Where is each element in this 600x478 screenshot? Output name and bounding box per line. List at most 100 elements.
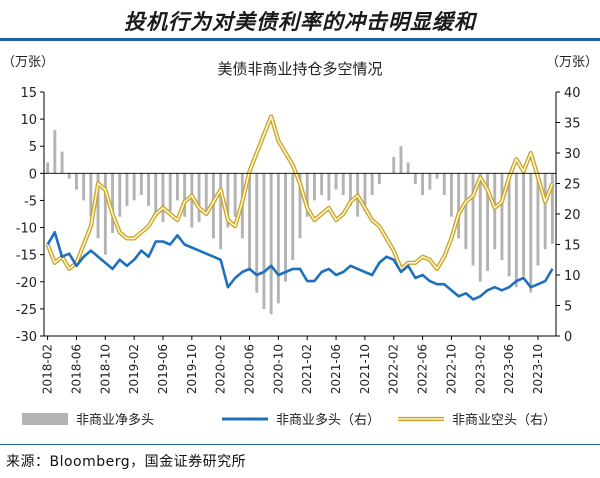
legend-swatch-net <box>22 413 68 425</box>
net-long-bar <box>204 173 208 212</box>
net-long-bar <box>89 173 93 217</box>
net-long-bar <box>529 173 533 293</box>
x-tick-label: 2022-02 <box>387 344 401 394</box>
left-tick-label: -10 <box>16 222 37 237</box>
net-long-bar <box>154 173 158 217</box>
right-tick-label: 20 <box>564 208 581 223</box>
x-tick-label: 2023-06 <box>502 344 516 394</box>
left-tick-label: -20 <box>16 276 37 291</box>
net-long-bar <box>435 173 439 179</box>
net-long-bar <box>457 173 461 239</box>
net-long-bar <box>255 173 259 293</box>
legend-label: 非商业空头（右） <box>452 413 556 428</box>
net-long-bar <box>327 173 331 201</box>
net-long-bar <box>132 173 136 201</box>
x-tick-label: 2020-10 <box>271 344 285 394</box>
net-long-bar <box>291 173 295 261</box>
x-tick-label: 2018-02 <box>41 344 55 394</box>
x-tick-label: 2018-06 <box>70 344 84 394</box>
left-unit-label: （万张） <box>2 55 54 70</box>
net-long-bar <box>96 173 100 239</box>
net-long-bar <box>471 173 475 266</box>
x-tick-label: 2020-06 <box>243 344 257 394</box>
net-long-bar <box>147 173 150 206</box>
net-long-bar <box>370 173 374 195</box>
net-long-bar <box>493 173 497 250</box>
net-long-bar <box>363 173 367 212</box>
right-tick-label: 15 <box>564 239 581 254</box>
net-long-bar <box>486 173 489 271</box>
headline: 投机行为对美债利率的冲击明显缓和 <box>124 10 476 34</box>
net-long-bar <box>349 173 352 206</box>
short-series-line <box>46 115 554 270</box>
net-long-bar <box>442 173 446 195</box>
right-tick-label: 35 <box>564 117 581 132</box>
net-long-bar <box>197 173 201 223</box>
net-long-bar <box>334 173 338 190</box>
net-long-bar <box>53 130 57 174</box>
legend-label: 非商业多头（右） <box>276 412 380 428</box>
net-long-bars <box>46 130 554 315</box>
net-long-bar <box>421 173 424 195</box>
net-long-bar <box>111 173 114 233</box>
net-long-bar <box>428 173 432 190</box>
chart-axes: 15 10 5 0 -5 -10 -15 -20 -25 -30 40 35 30 25 20 15 10 5 0 2… <box>16 86 581 394</box>
net-long-bar <box>464 173 468 250</box>
left-tick-label: 15 <box>20 86 37 101</box>
net-long-bar <box>75 173 78 190</box>
source-note: 来源：Bloomberg，国金证券研究所 <box>6 454 247 470</box>
right-unit-label: （万张） <box>546 55 598 70</box>
net-long-bar <box>139 173 143 195</box>
right-tick-label: 25 <box>564 178 581 193</box>
x-tick-label: 2021-10 <box>358 344 372 394</box>
left-tick-label: -25 <box>16 303 37 318</box>
net-long-bar <box>399 146 403 174</box>
x-tick-label: 2019-06 <box>156 344 170 394</box>
right-tick-label: 5 <box>564 300 572 315</box>
left-tick-label: -5 <box>24 194 37 209</box>
net-long-bar <box>60 151 64 174</box>
net-long-bar <box>226 173 230 228</box>
right-tick-label: 10 <box>564 269 581 284</box>
net-long-bar <box>67 173 71 179</box>
right-tick-label: 30 <box>564 147 581 162</box>
net-long-bar <box>298 173 302 239</box>
net-long-bar <box>522 173 525 277</box>
net-long-bar <box>46 162 50 174</box>
net-long-bar <box>377 173 381 185</box>
net-long-bar <box>413 173 417 185</box>
net-long-bar <box>514 173 518 288</box>
net-long-bar <box>406 162 410 174</box>
legend-label: 非商业净多头 <box>76 412 154 428</box>
footer-rule <box>0 444 600 445</box>
x-tick-label: 2022-06 <box>416 344 430 394</box>
net-long-bar <box>320 173 324 195</box>
net-long-bar <box>118 173 122 217</box>
x-tick-label: 2021-02 <box>300 344 314 394</box>
x-tick-label: 2020-02 <box>214 344 228 394</box>
net-long-bar <box>341 173 345 195</box>
net-long-bar <box>305 173 309 217</box>
net-long-bar <box>536 173 540 266</box>
position-lines <box>45 114 555 301</box>
net-long-bar <box>248 173 251 271</box>
net-long-bar <box>183 173 187 217</box>
x-tick-label: 2019-10 <box>185 344 199 394</box>
net-long-bar <box>233 173 237 217</box>
net-long-bar <box>276 173 280 304</box>
net-long-bar <box>168 173 172 212</box>
chart-title: 美债非商业持仓多空情况 <box>217 60 382 78</box>
net-long-bar <box>507 173 511 277</box>
left-tick-label: 10 <box>20 113 37 128</box>
net-long-bar <box>269 173 273 315</box>
headline-rule <box>0 38 600 41</box>
x-tick-label: 2023-02 <box>473 344 487 394</box>
long-series-line <box>46 231 554 301</box>
x-tick-label: 2021-06 <box>329 344 343 394</box>
net-long-bar <box>176 173 179 201</box>
net-long-bar <box>103 173 107 255</box>
right-tick-label: 40 <box>564 86 581 101</box>
net-long-bar <box>219 173 223 250</box>
net-long-bar <box>190 173 194 228</box>
right-tick-label: 0 <box>564 330 572 345</box>
